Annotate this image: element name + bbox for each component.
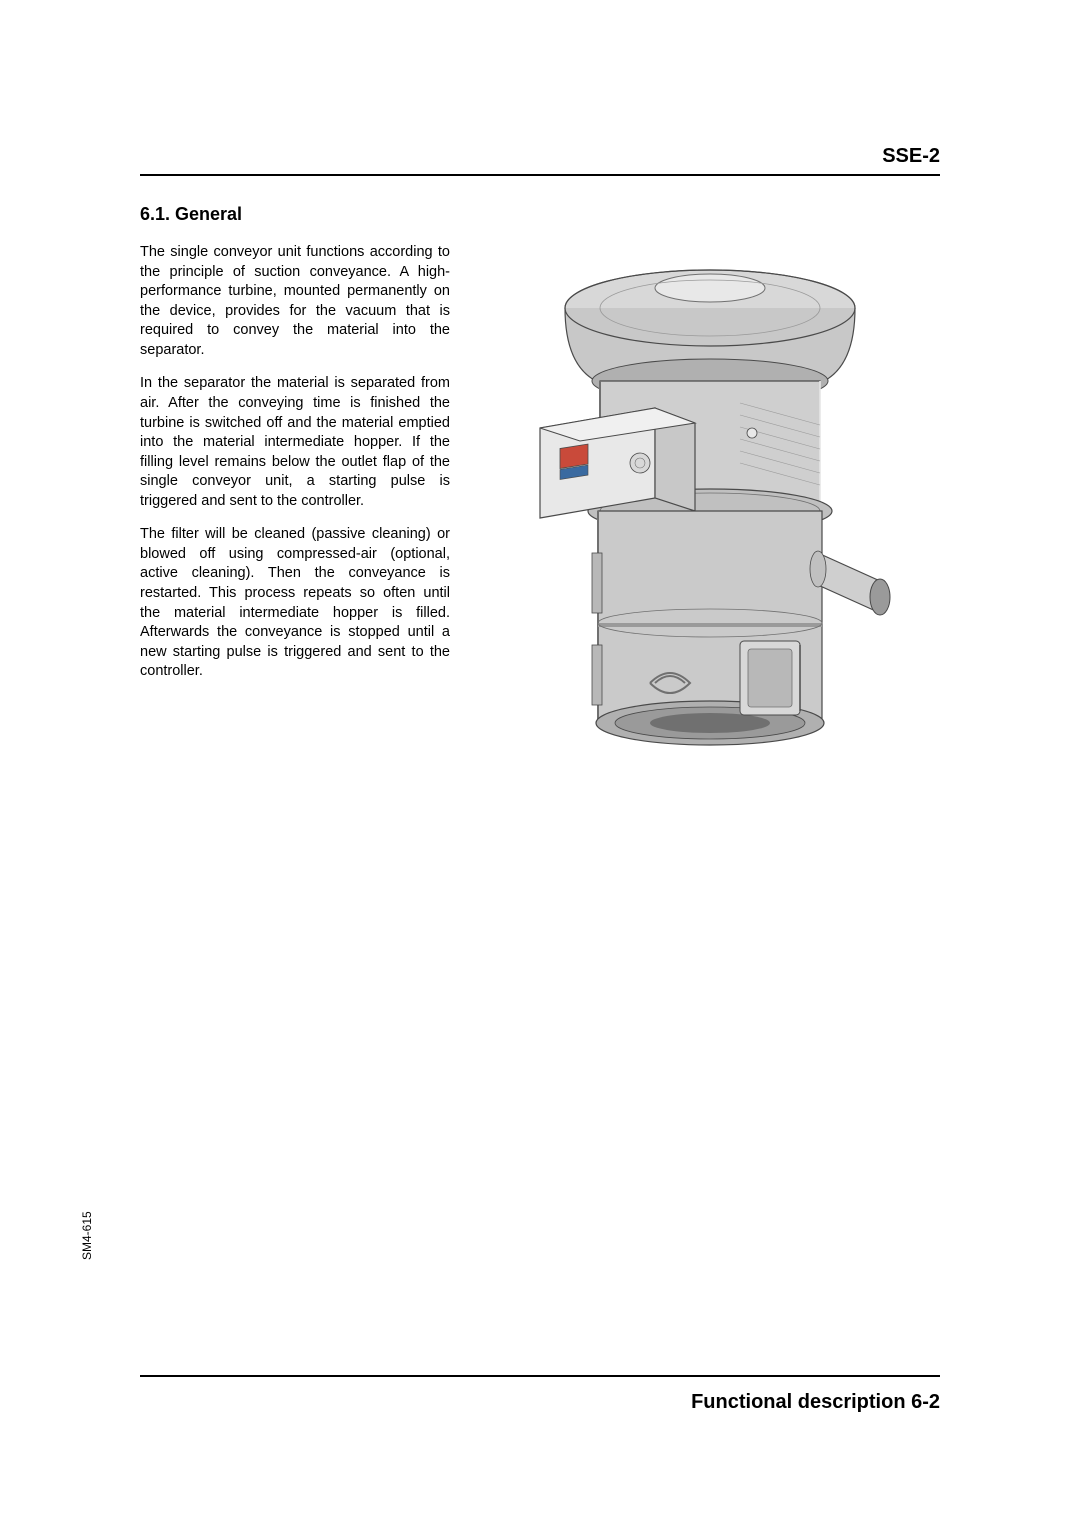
- document-code: SSE-2: [882, 145, 940, 167]
- side-document-code: SM4-615: [80, 1211, 94, 1260]
- viewing-window: [740, 641, 800, 715]
- body-text-column: The single conveyor unit functions accor…: [140, 243, 450, 813]
- header-rule: SSE-2: [140, 145, 940, 176]
- page-content: SSE-2 6.1. General The single conveyor u…: [140, 145, 940, 813]
- figure-column: [480, 243, 940, 813]
- conveyor-unit-illustration: [500, 253, 920, 813]
- paragraph-3: The filter will be cleaned (passive clea…: [140, 525, 450, 682]
- content-row: The single conveyor unit functions accor…: [140, 243, 940, 813]
- paragraph-2: In the separator the material is separat…: [140, 374, 450, 511]
- section-heading: 6.1. General: [140, 204, 940, 225]
- paragraph-1: The single conveyor unit functions accor…: [140, 243, 450, 360]
- footer-title: Functional description 6-2: [691, 1391, 940, 1413]
- footer-rule: Functional description 6-2: [140, 1375, 940, 1414]
